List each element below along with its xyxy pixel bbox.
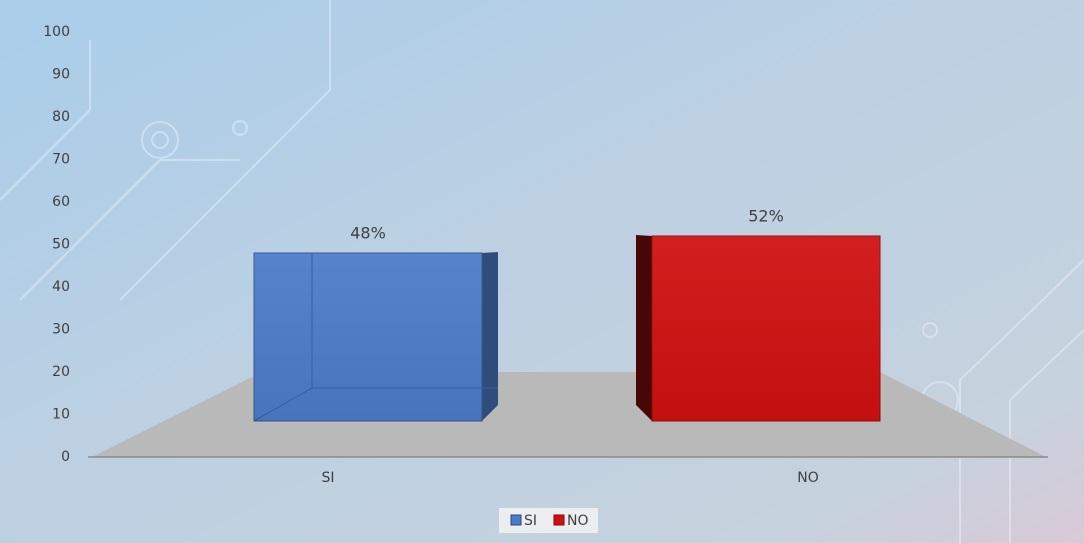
x-tick-label: NO <box>797 470 819 486</box>
bar-shade <box>254 253 482 421</box>
bar-shade <box>652 236 880 421</box>
y-tick-label: 40 <box>52 279 70 295</box>
y-tick-label: 90 <box>52 67 70 83</box>
background <box>0 0 1084 543</box>
y-tick-label: 100 <box>43 24 70 40</box>
y-tick-label: 10 <box>52 407 70 423</box>
bar-side <box>636 235 652 421</box>
y-tick-label: 70 <box>52 152 70 168</box>
bar-side <box>482 252 498 421</box>
legend-label: SI <box>524 513 537 529</box>
chart: 0 10 20 30 40 50 60 70 80 90 100 SI NO 48% 52% SI NO <box>0 0 1084 543</box>
legend-label: NO <box>567 513 589 529</box>
value-label: 52% <box>748 207 784 226</box>
x-tick-label: SI <box>321 470 334 486</box>
y-tick-label: 60 <box>52 194 70 210</box>
y-tick-label: 0 <box>61 449 70 465</box>
value-label: 48% <box>350 224 386 243</box>
legend-swatch <box>511 515 521 525</box>
y-tick-label: 80 <box>52 109 70 125</box>
y-tick-label: 20 <box>52 364 70 380</box>
y-tick-label: 30 <box>52 322 70 338</box>
legend-swatch <box>554 515 564 525</box>
y-tick-label: 50 <box>52 237 70 253</box>
